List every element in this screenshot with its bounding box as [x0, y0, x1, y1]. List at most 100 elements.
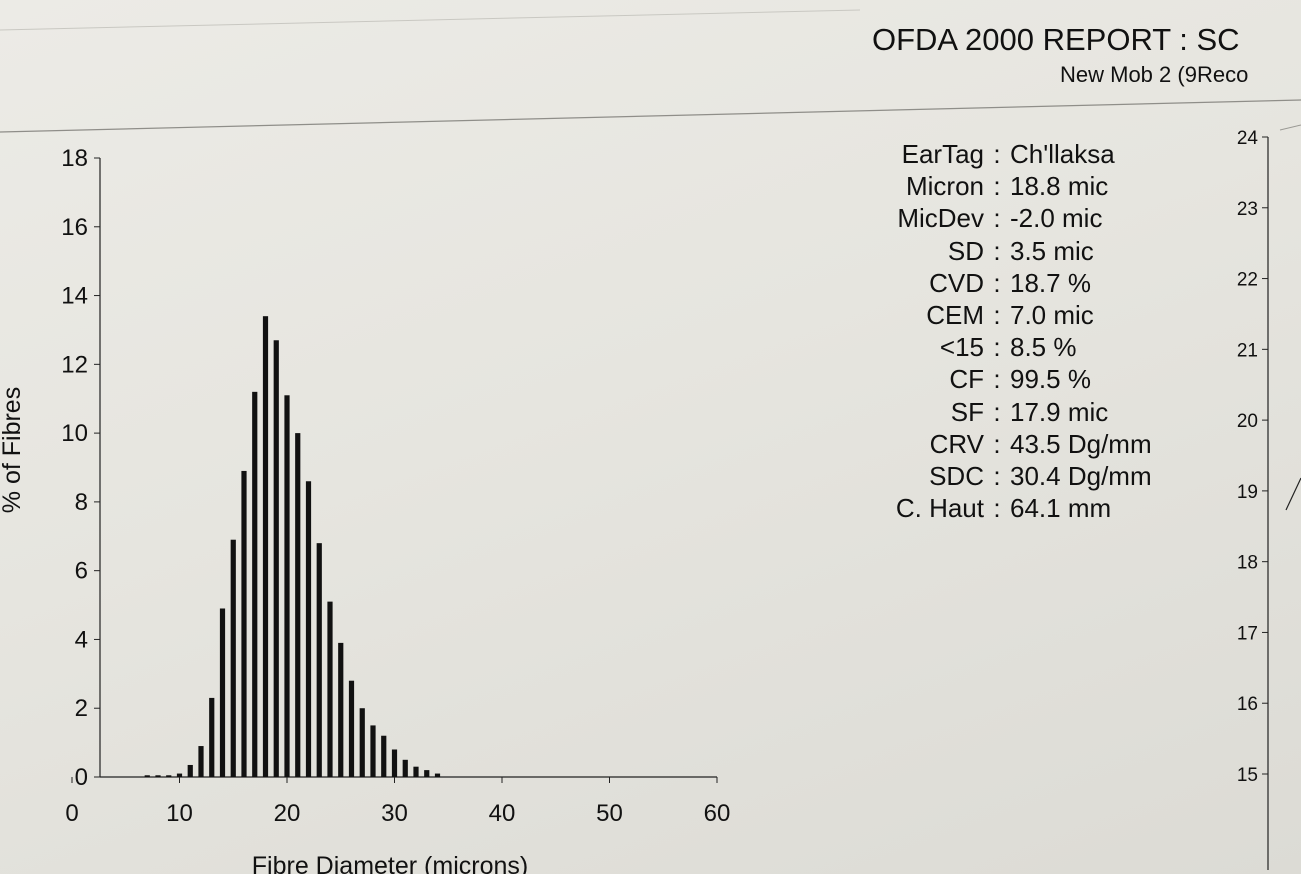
stat-value: 64.1 mm	[1010, 493, 1112, 524]
histogram-bar	[348, 680, 355, 777]
histogram-bar	[381, 735, 387, 777]
x-tick-label: 0	[65, 800, 78, 827]
stat-value: 7.0 mic	[1010, 300, 1094, 331]
stat-value: -2.0 mic	[1010, 203, 1103, 234]
stat-row: CVD:18.7 %	[860, 267, 1152, 299]
histogram-bar	[327, 601, 333, 777]
x-tick-label: 20	[274, 800, 301, 827]
stat-value: 8.5 %	[1010, 332, 1077, 363]
report-subtitle: New Mob 2 (9Reco	[1060, 62, 1249, 87]
histogram-bar	[434, 773, 441, 777]
x-tick-label: 10	[166, 800, 193, 827]
x-tick-label: 40	[489, 800, 516, 827]
stat-separator: :	[993, 300, 1001, 331]
right-axis-tick-label: 17	[1237, 623, 1258, 644]
histogram-bar	[219, 608, 226, 777]
y-tick-label: 4	[75, 626, 88, 653]
stat-key: CEM	[926, 300, 984, 331]
histogram-bar	[295, 433, 301, 777]
stat-row: EarTag: Ch'llaksa	[860, 138, 1152, 170]
stat-value: 99.5 %	[1010, 364, 1091, 395]
stat-row: CF:99.5 %	[860, 363, 1152, 395]
stats-panel: EarTag: Ch'llaksa Micron:18.8 mic MicDev: -2…	[860, 138, 1152, 524]
right-axis-tick-label: 16	[1237, 694, 1258, 715]
right-axis-tick-label: 24	[1237, 128, 1259, 149]
histogram-bar	[305, 481, 312, 777]
stat-row: <15:8.5 %	[860, 331, 1152, 363]
histogram-bar	[391, 749, 398, 777]
right-axis-tick-label: 23	[1237, 199, 1258, 220]
stat-value: 3.5 mic	[1010, 235, 1094, 266]
stat-key: CVD	[929, 267, 984, 298]
histogram-bar	[166, 775, 172, 777]
stat-key: MicDev	[897, 203, 984, 234]
stat-key: EarTag	[901, 139, 984, 169]
y-tick-label: 12	[61, 351, 88, 378]
report-title: OFDA 2000 REPORT : SC	[872, 22, 1240, 57]
histogram-bar	[209, 697, 215, 777]
right-axis-tick-label: 15	[1237, 765, 1258, 786]
right-axis-tick-label: 21	[1237, 340, 1258, 361]
stat-key: CRV	[929, 428, 984, 459]
stat-row: CRV:43.5 Dg/mm	[860, 428, 1152, 460]
y-tick-label: 2	[75, 695, 88, 722]
y-tick-label: 0	[75, 764, 88, 791]
histogram-bar	[402, 759, 408, 777]
stat-separator: :	[993, 461, 1001, 492]
histogram-bar	[413, 766, 419, 777]
stat-separator: :	[993, 267, 1001, 298]
y-tick-label: 18	[61, 145, 88, 172]
y-axis-label: % of Fibres	[0, 387, 26, 513]
histogram-bar	[359, 708, 365, 777]
stat-value: 18.7 %	[1010, 267, 1091, 298]
stat-key: SF	[950, 396, 984, 427]
stat-value: 43.5 Dg/mm	[1010, 428, 1152, 459]
stat-separator: :	[993, 235, 1001, 266]
stat-key: SD	[947, 235, 984, 266]
y-tick-label: 8	[75, 489, 88, 516]
stat-separator: :	[993, 364, 1001, 395]
histogram-bar	[338, 642, 344, 777]
stat-key: <15	[939, 332, 984, 363]
right-axis-tick-label: 19	[1237, 482, 1258, 503]
right-axis-tick-label: 20	[1237, 411, 1258, 432]
histogram-bar	[252, 391, 258, 777]
stat-key: CF	[949, 364, 984, 395]
histogram-bar	[198, 746, 204, 777]
stat-separator: :	[993, 139, 1001, 169]
y-tick-label: 14	[61, 283, 88, 310]
stat-separator: :	[993, 332, 1001, 363]
histogram-bar	[316, 543, 322, 777]
histogram-bar	[273, 340, 279, 777]
stat-separator: :	[993, 203, 1001, 234]
stat-separator: :	[993, 428, 1001, 459]
histogram-bar	[230, 539, 236, 777]
stat-row: SDC:30.4 Dg/mm	[860, 460, 1152, 492]
histogram-bar	[262, 316, 269, 777]
stat-row: SD:3.5 mic	[860, 235, 1152, 267]
y-tick-label: 6	[75, 558, 88, 585]
x-tick-label: 30	[381, 800, 408, 827]
stat-key: Micron	[905, 171, 984, 202]
histogram-bar	[187, 764, 193, 777]
y-tick-label: 10	[61, 420, 88, 447]
x-tick-label: 50	[596, 800, 623, 827]
stat-row: MicDev: -2.0 mic	[860, 202, 1152, 234]
stat-value: Ch'llaksa	[1010, 139, 1115, 169]
histogram-bar	[144, 775, 150, 777]
profile-line	[1285, 477, 1301, 511]
histogram-bar	[424, 770, 430, 777]
histogram-bar	[370, 725, 376, 777]
stat-row: Micron:18.8 mic	[860, 170, 1152, 202]
stat-key: SDC	[929, 461, 984, 492]
stat-separator: :	[993, 171, 1001, 202]
stat-value: 30.4 Dg/mm	[1010, 461, 1152, 492]
right-axis-tick-label: 18	[1237, 553, 1258, 574]
stat-row: CEM:7.0 mic	[860, 299, 1152, 331]
y-tick-label: 16	[61, 214, 88, 241]
histogram-bar	[241, 470, 247, 777]
stat-separator: :	[993, 493, 1001, 524]
stat-row: SF:17.9 mic	[860, 396, 1152, 428]
